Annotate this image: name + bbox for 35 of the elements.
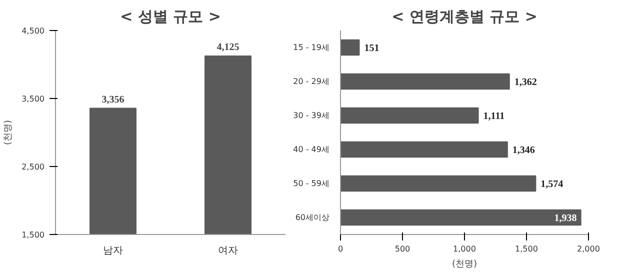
- bar: [340, 141, 508, 158]
- y-tick-label: 60세이상: [295, 213, 330, 222]
- y-tick-label: 50 - 59세: [293, 179, 330, 188]
- bar: [340, 39, 360, 56]
- y-tick-label: 1,500: [22, 230, 45, 240]
- data-label: 1,574: [540, 179, 564, 190]
- bar: [340, 175, 536, 192]
- x-tick-label: 남자: [103, 246, 123, 256]
- x-tick-label: 1,500: [515, 244, 538, 254]
- y-tick-label: 40 - 49세: [293, 145, 330, 154]
- y-tick-label: 30 - 39세: [293, 111, 330, 120]
- y-tick-label: 4,500: [22, 26, 45, 36]
- y-axis-title: (천명): [4, 120, 14, 146]
- y-tick-label: 15 - 19세: [293, 43, 330, 52]
- data-label: 1,938: [554, 213, 577, 224]
- data-label: 3,356: [102, 94, 124, 106]
- chart-title: < 연령계층별 규모 >: [392, 8, 538, 26]
- x-axis-title: (천명): [452, 260, 478, 270]
- x-tick-label: 1,000: [453, 244, 476, 254]
- y-tick-label: 2,500: [22, 162, 45, 172]
- data-label: 1,362: [514, 77, 537, 88]
- data-label: 1,111: [483, 111, 505, 122]
- data-label: 151: [364, 43, 380, 54]
- chart-title: < 성별 규모 >: [120, 8, 221, 26]
- x-tick-label: 0: [338, 244, 344, 254]
- data-label: 1,346: [512, 145, 535, 156]
- y-tick-label: 20 - 29세: [293, 77, 330, 86]
- bar: [340, 209, 582, 226]
- bar: [340, 73, 510, 90]
- data-label: 4,125: [216, 42, 240, 53]
- y-tick-label: 3,500: [22, 94, 45, 104]
- x-tick-label: 여자: [218, 246, 238, 256]
- x-tick-label: 2,000: [577, 244, 600, 254]
- x-tick-label: 500: [394, 244, 410, 254]
- bar: [340, 107, 479, 124]
